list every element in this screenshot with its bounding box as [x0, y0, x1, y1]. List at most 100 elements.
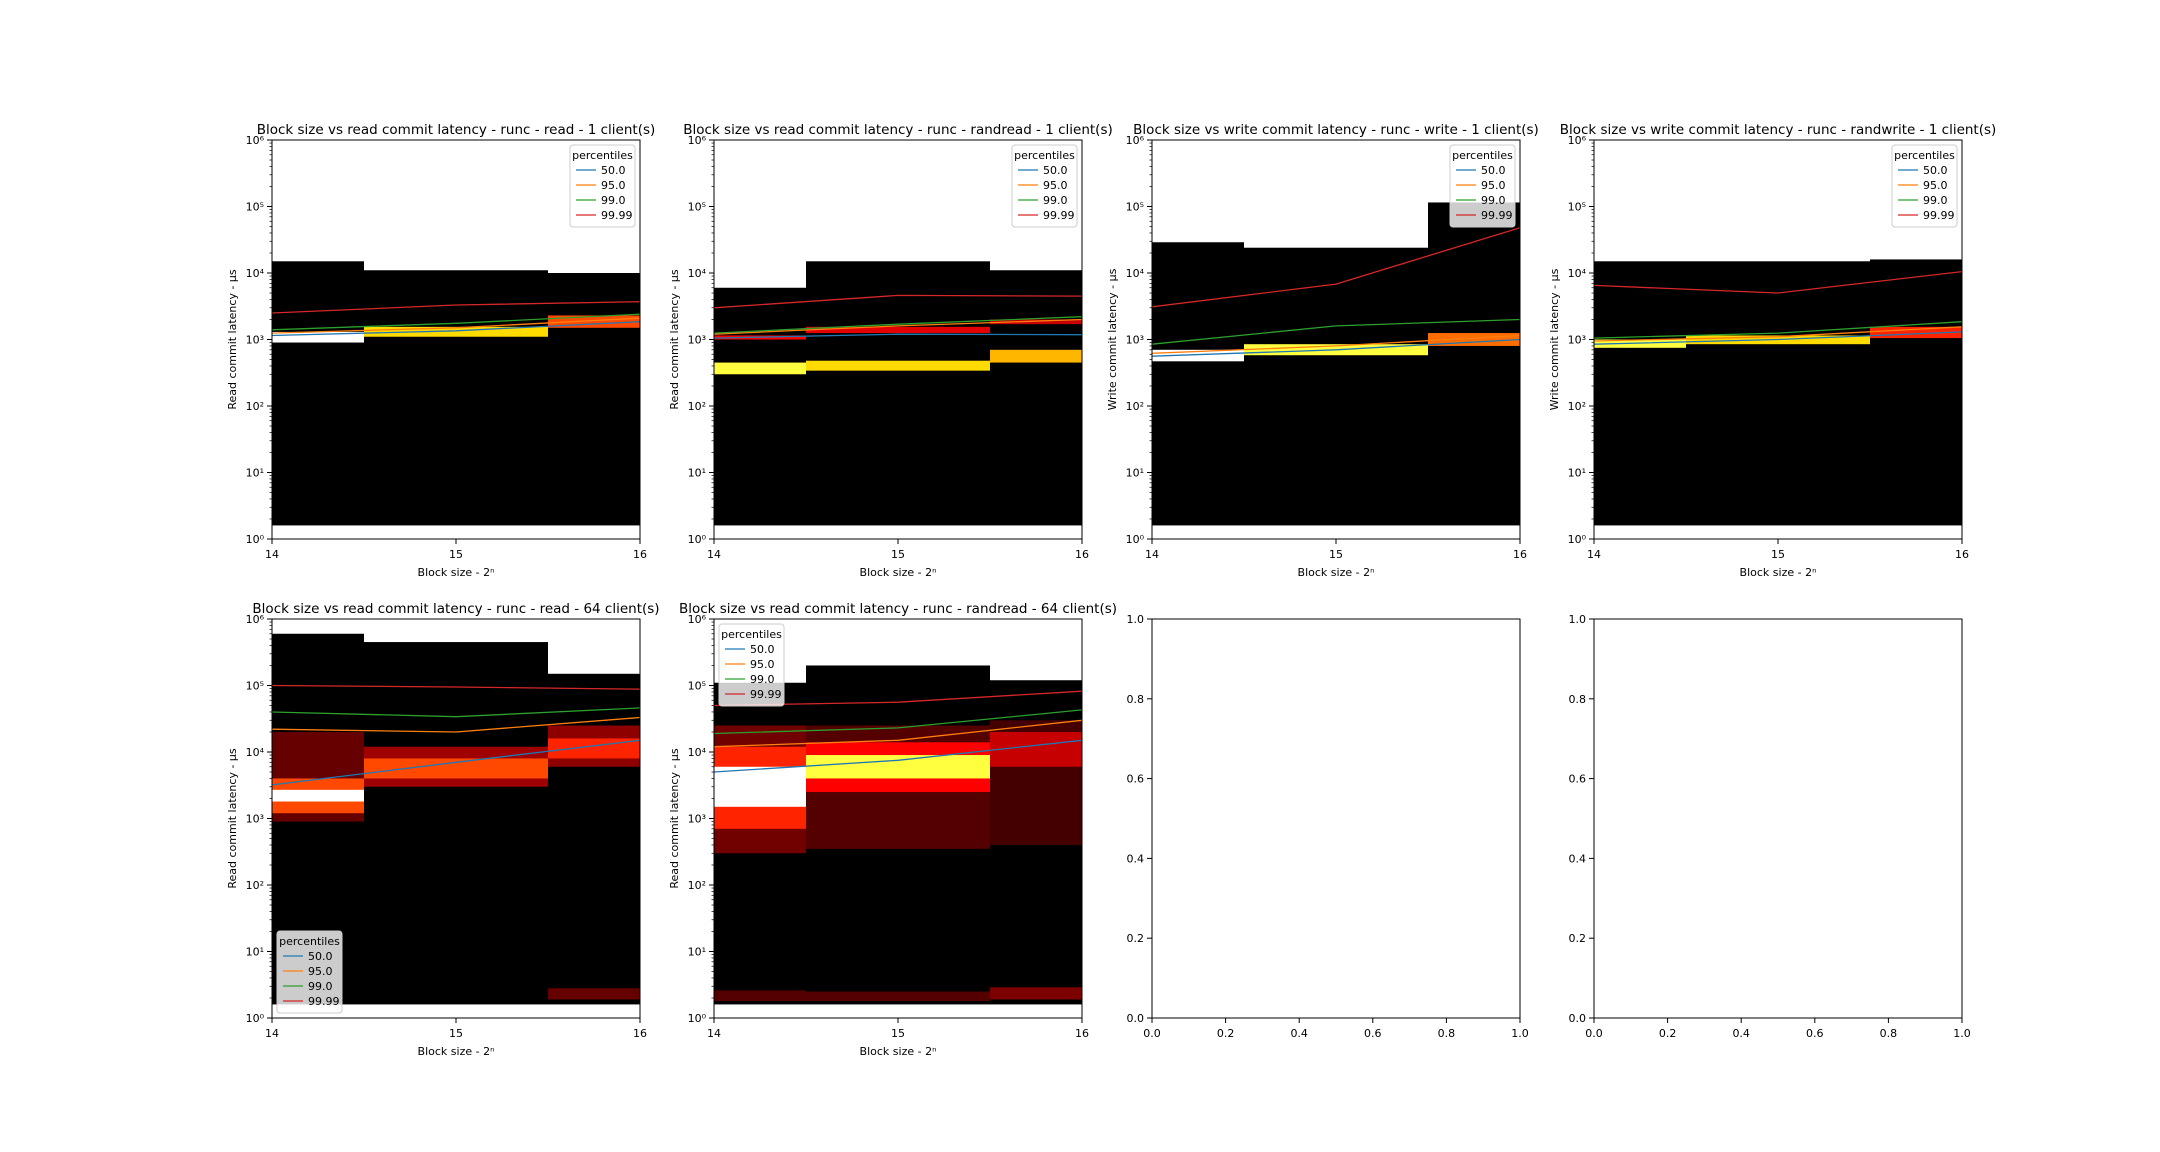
y-axis-label: Read commit latency - μs: [226, 748, 239, 889]
legend-box: [1449, 144, 1516, 228]
subplot-title: Block size vs write commit latency - run…: [1560, 122, 1997, 138]
x-tick-label: 15: [891, 548, 905, 561]
y-tick-label: 10¹: [1568, 467, 1586, 480]
heatmap-band: [806, 360, 990, 371]
y-tick-label: 10²: [1126, 400, 1144, 413]
y-tick-label: 10³: [1126, 334, 1144, 347]
percentile-line-99.0: [272, 313, 640, 331]
y-tick-label: 10⁴: [688, 746, 707, 759]
percentile-line-50.0: [714, 333, 1082, 339]
heatmap-band: [714, 362, 806, 375]
percentile-line-99.99: [714, 294, 1082, 309]
x-tick-label: 15: [1771, 548, 1785, 561]
percentile-line-50.0: [1594, 331, 1962, 345]
y-tick-label: 10³: [1568, 334, 1586, 347]
legend-entry: 99.0: [1043, 194, 1068, 207]
legend-box: [718, 623, 785, 707]
legend-entry: 99.0: [1923, 194, 1948, 207]
legend-entry: 50.0: [1481, 164, 1506, 177]
x-tick-label: 16: [1955, 548, 1969, 561]
subplot-8: 0.0 0.2 0.4 0.6 0.8 1.0 0.0 0.2 0.4 0.6 0.8 1.0: [1569, 613, 1971, 1040]
x-tick-label: 16: [633, 1027, 647, 1040]
heatmap-band: [714, 990, 806, 1002]
heatmap-band: [1152, 349, 1244, 362]
y-tick-label: 0.2: [1127, 932, 1145, 945]
legend-entry: 95.0: [308, 965, 333, 978]
legend-entry: 95.0: [601, 179, 626, 192]
legend-entry: 99.0: [308, 980, 333, 993]
y-tick-label: 10⁶: [688, 613, 707, 626]
percentile-line-95.0: [272, 317, 640, 334]
y-axis-label: Write commit latency - μs: [1106, 268, 1119, 410]
legend: percentiles 50.0 95.0 99.0 99.99: [1011, 144, 1078, 228]
y-axis-label: Write commit latency - μs: [1548, 268, 1561, 410]
y-tick-label: 10¹: [1126, 467, 1144, 480]
x-tick-label: 15: [449, 1027, 463, 1040]
y-tick-label: 10¹: [688, 467, 706, 480]
legend-entry: 99.99: [1923, 209, 1955, 222]
heatmap-band: [364, 326, 548, 337]
heatmap-column: [1152, 242, 1244, 526]
legend-entry: 50.0: [750, 643, 775, 656]
legend-entry: 95.0: [1923, 179, 1948, 192]
y-tick-label: 10²: [246, 879, 264, 892]
y-tick-label: 10²: [688, 400, 706, 413]
y-tick-label: 10⁵: [246, 680, 264, 693]
legend-entry: 50.0: [308, 950, 333, 963]
plot-area: [272, 261, 640, 526]
plot-area: [1152, 202, 1520, 526]
legend-entry: 95.0: [1481, 179, 1506, 192]
x-tick-label: 0.8: [1438, 1027, 1456, 1040]
plot-area: [714, 665, 1082, 1005]
y-tick-label: 10⁵: [688, 201, 706, 214]
y-tick-label: 10⁶: [688, 134, 707, 147]
y-tick-label: 10⁵: [246, 201, 264, 214]
heatmap-column: [714, 287, 806, 526]
subplot-title: Block size vs write commit latency - run…: [1133, 122, 1539, 138]
heatmap-band: [990, 731, 1082, 767]
percentile-line-99.0: [714, 316, 1082, 334]
legend-entry: 99.0: [750, 673, 775, 686]
percentile-line-99.0: [272, 707, 640, 718]
y-tick-label: 10³: [246, 334, 264, 347]
y-tick-label: 10⁶: [1568, 134, 1587, 147]
y-axis-label: Read commit latency - μs: [668, 748, 681, 889]
legend-entry: 99.99: [308, 995, 340, 1008]
heatmap-band: [364, 758, 548, 779]
y-tick-label: 10⁰: [688, 1012, 707, 1025]
x-tick-label: 16: [633, 548, 647, 561]
legend-entry: 50.0: [1923, 164, 1948, 177]
y-tick-label: 0.2: [1569, 932, 1587, 945]
y-tick-label: 10⁰: [246, 533, 265, 546]
y-tick-label: 0.6: [1127, 773, 1145, 786]
percentile-line-99.99: [1152, 227, 1520, 308]
x-tick-label: 14: [1587, 548, 1601, 561]
y-tick-label: 10¹: [246, 467, 264, 480]
percentile-line-95.0: [714, 719, 1082, 748]
y-tick-label: 0.6: [1569, 773, 1587, 786]
x-axis-label: Block size - 2ⁿ: [418, 1045, 495, 1058]
plot-area: [272, 633, 640, 1005]
y-tick-label: 10⁵: [688, 680, 706, 693]
heatmap-column: [1686, 261, 1870, 526]
y-tick-label: 0.4: [1569, 852, 1587, 865]
legend-title: percentiles: [1894, 149, 1955, 162]
subplot-title: Block size vs read commit latency - runc…: [683, 122, 1113, 138]
legend-entry: 99.99: [1043, 209, 1075, 222]
y-tick-label: 10¹: [246, 946, 264, 959]
y-tick-label: 0.4: [1127, 852, 1145, 865]
subplot-title: Block size vs read commit latency - runc…: [252, 601, 659, 617]
legend-title: percentiles: [1452, 149, 1513, 162]
y-tick-label: 0.8: [1569, 693, 1587, 706]
y-tick-label: 0.8: [1127, 693, 1145, 706]
legend-box: [276, 930, 343, 1014]
heatmap-band: [272, 331, 364, 343]
y-tick-label: 10⁶: [246, 613, 265, 626]
legend-entry: 99.0: [601, 194, 626, 207]
heatmap-column: [364, 642, 548, 1005]
x-axis-label: Block size - 2ⁿ: [860, 1045, 937, 1058]
